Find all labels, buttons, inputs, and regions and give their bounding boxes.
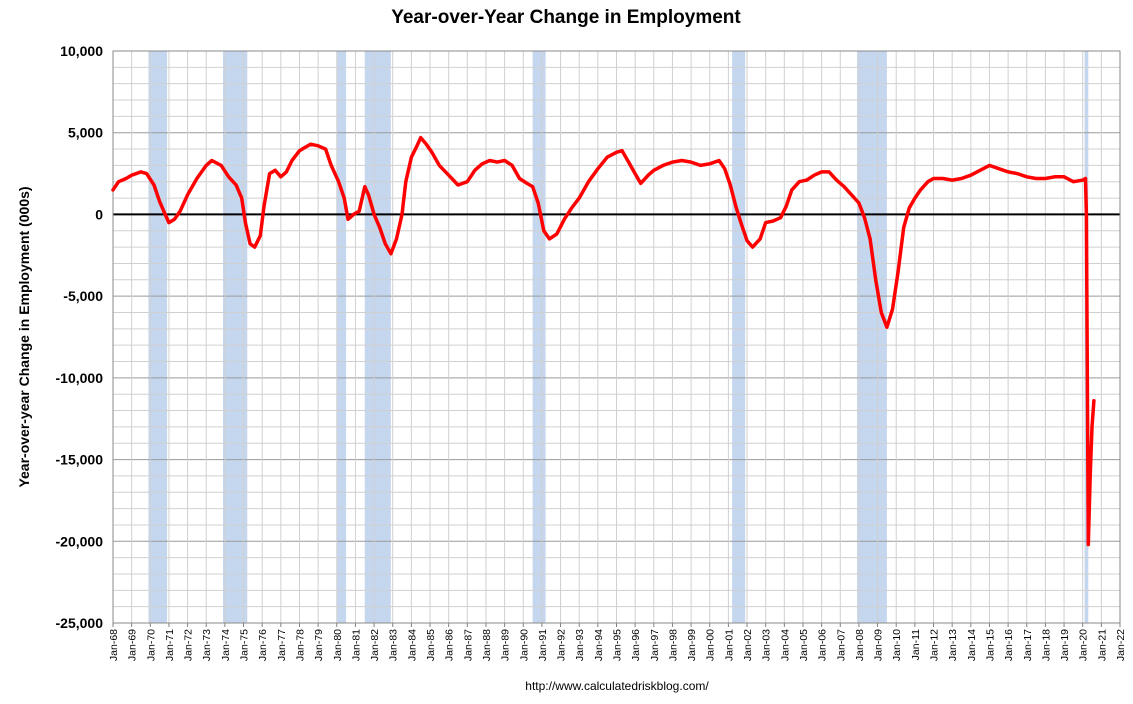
y-tick-label: -25,000	[56, 615, 104, 631]
y-tick-label: 0	[95, 206, 103, 222]
x-tick-label: Jan-07	[835, 629, 847, 661]
y-tick-label: -5,000	[63, 288, 103, 304]
y-tick-label: 10,000	[60, 43, 103, 59]
chart-title: Year-over-Year Change in Employment	[391, 7, 741, 28]
x-tick-label: Jan-99	[686, 629, 698, 661]
recession-band	[857, 51, 887, 623]
x-tick-label: Jan-68	[108, 629, 120, 661]
x-tick-label: Jan-01	[723, 629, 735, 661]
x-tick-label: Jan-87	[462, 629, 474, 661]
x-tick-label: Jan-82	[369, 629, 381, 661]
x-tick-label: Jan-90	[518, 629, 530, 661]
x-tick-label: Jan-21	[1096, 629, 1108, 661]
x-tick-label: Jan-20	[1078, 629, 1090, 661]
x-tick-label: Jan-08	[854, 629, 866, 661]
recession-band	[532, 51, 546, 623]
x-tick-label: Jan-83	[388, 629, 400, 661]
x-tick-label: Jan-04	[779, 629, 791, 661]
x-tick-label: Jan-05	[798, 629, 810, 661]
x-tick-label: Jan-80	[332, 629, 344, 661]
recession-band	[336, 51, 347, 623]
x-tick-label: Jan-11	[910, 629, 922, 660]
x-tick-label: Jan-98	[667, 629, 679, 661]
x-tick-label: Jan-95	[612, 629, 624, 661]
recession-band	[732, 51, 746, 623]
x-tick-label: Jan-09	[873, 629, 885, 661]
x-tick-label: Jan-74	[220, 629, 232, 661]
x-tick-label: Jan-78	[294, 629, 306, 661]
x-tick-label: Jan-77	[276, 629, 288, 661]
employment-series-line	[111, 135, 1096, 547]
x-tick-label: Jan-79	[313, 629, 325, 661]
x-tick-label: Jan-88	[481, 629, 493, 661]
x-tick-label: Jan-12	[929, 629, 941, 661]
x-tick-label: Jan-86	[444, 629, 456, 661]
x-tick-label: Jan-81	[350, 629, 362, 661]
recession-shading	[148, 51, 1089, 623]
y-tick-label: 5,000	[68, 125, 103, 141]
x-tick-label: Jan-69	[127, 629, 139, 661]
x-tick-label: Jan-94	[593, 629, 605, 661]
x-tick-label: Jan-17	[1022, 629, 1034, 661]
y-tick-label: -10,000	[56, 370, 104, 386]
x-tick-label: Jan-14	[966, 629, 978, 661]
x-tick-label: Jan-72	[183, 629, 195, 661]
x-tick-label: Jan-10	[891, 629, 903, 661]
x-tick-label: Jan-89	[500, 629, 512, 661]
x-tick-label: Jan-02	[742, 629, 754, 661]
source-url: http://www.calculatedriskblog.com/	[525, 679, 709, 693]
x-tick-label: Jan-16	[1003, 629, 1015, 661]
x-tick-label: Jan-13	[947, 629, 959, 661]
recession-band	[148, 51, 168, 623]
x-tick-label: Jan-18	[1040, 629, 1052, 661]
x-tick-label: Jan-03	[761, 629, 773, 661]
x-tick-label: Jan-75	[239, 629, 251, 661]
x-tick-label: Jan-22	[1115, 629, 1127, 661]
x-tick-label: Jan-76	[257, 629, 269, 661]
x-tick-label: Jan-93	[574, 629, 586, 661]
x-axis-ticks: Jan-68 Jan-69 Jan-70 Jan-71 Jan-72 Jan-73 Jan-…	[108, 623, 1127, 661]
x-tick-label: Jan-15	[984, 629, 996, 661]
x-tick-label: Jan-06	[817, 629, 829, 661]
y-axis-label: Year-over-year Change in Employment (000…	[16, 186, 32, 487]
x-tick-label: Jan-92	[556, 629, 568, 661]
y-tick-label: -20,000	[56, 533, 104, 549]
series-layer	[111, 135, 1096, 547]
gridlines	[112, 50, 1121, 624]
x-tick-label: Jan-85	[425, 629, 437, 661]
x-tick-label: Jan-00	[705, 629, 717, 661]
x-tick-label: Jan-70	[145, 629, 157, 661]
x-tick-label: Jan-84	[406, 629, 418, 661]
x-tick-label: Jan-19	[1059, 629, 1071, 661]
x-tick-label: Jan-71	[164, 629, 176, 661]
y-tick-label: -15,000	[56, 452, 104, 468]
x-tick-label: Jan-91	[537, 629, 549, 661]
y-axis-ticks: 10,000 5,000 0 -5,000 -10,000 -15,000 -20,000 -…	[56, 43, 104, 631]
recession-band	[364, 51, 391, 623]
x-tick-label: Jan-97	[649, 629, 661, 661]
x-tick-label: Jan-73	[201, 629, 213, 661]
x-tick-label: Jan-96	[630, 629, 642, 661]
